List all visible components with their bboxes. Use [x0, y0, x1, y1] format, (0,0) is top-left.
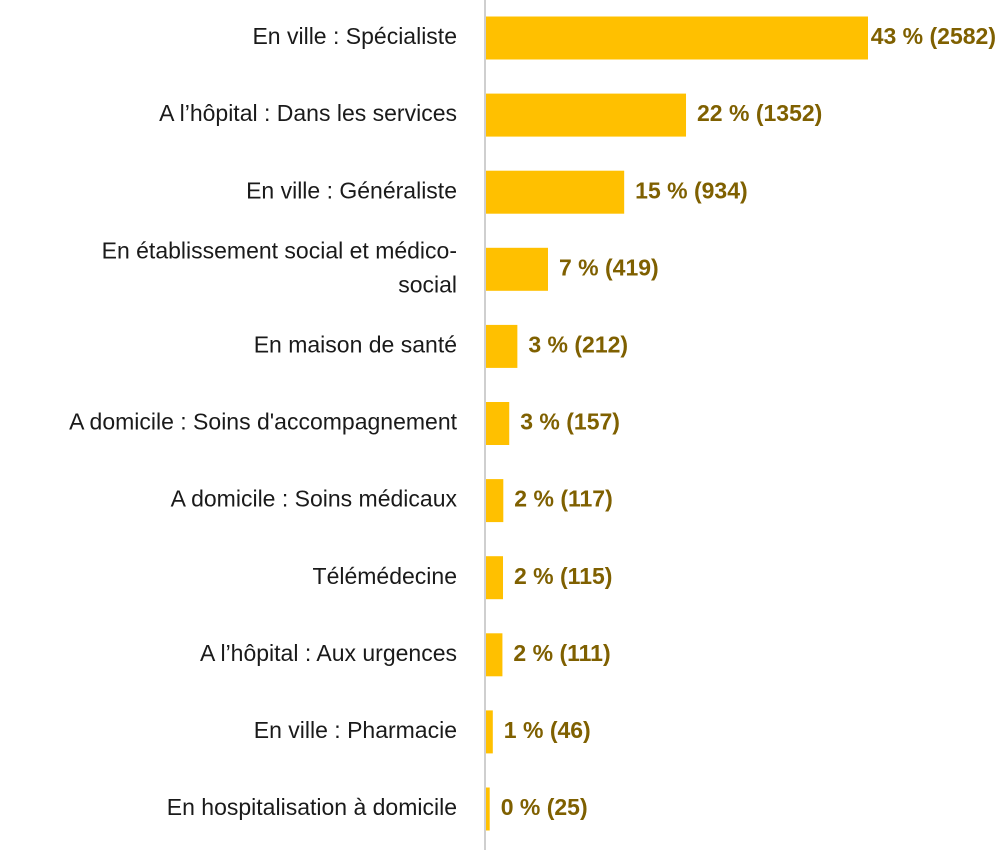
category-label: En établissement social et médico-social	[102, 237, 457, 297]
category-label-line: En maison de santé	[254, 331, 457, 357]
category-label: A domicile : Soins médicaux	[171, 486, 458, 512]
bar-7	[486, 479, 504, 523]
category-label: Télémédecine	[313, 563, 457, 589]
data-label: 15 % (934)	[635, 177, 748, 203]
category-label-line: A l’hôpital : Aux urgences	[200, 640, 457, 666]
data-label: 2 % (111)	[513, 640, 610, 666]
bar-5	[486, 324, 518, 368]
category-label-line: A domicile : Soins médicaux	[171, 486, 458, 512]
data-label: 1 % (46)	[504, 717, 591, 743]
data-label: 0 % (25)	[501, 794, 588, 820]
category-label: En ville : Généraliste	[246, 177, 457, 203]
category-label: A l’hôpital : Aux urgences	[200, 640, 457, 666]
bar-3	[486, 170, 625, 214]
data-label: 7 % (419)	[559, 254, 659, 280]
category-label-line: social	[398, 271, 457, 297]
bar-8	[486, 556, 504, 600]
category-label: A l’hôpital : Dans les services	[159, 100, 457, 126]
category-label: En ville : Pharmacie	[254, 717, 457, 743]
category-label-line: En ville : Généraliste	[246, 177, 457, 203]
data-label: 22 % (1352)	[697, 100, 822, 126]
data-label: 3 % (212)	[528, 331, 628, 357]
data-label: 43 % (2582)	[871, 23, 996, 49]
bar-11	[486, 787, 490, 831]
category-label-line: En ville : Spécialiste	[252, 23, 457, 49]
category-label: En maison de santé	[254, 331, 457, 357]
data-label: 3 % (157)	[520, 409, 620, 435]
category-label-line: En établissement social et médico-	[102, 237, 457, 263]
category-label: En hospitalisation à domicile	[167, 794, 457, 820]
bar-9	[486, 633, 503, 677]
category-label-line: En ville : Pharmacie	[254, 717, 457, 743]
category-label-line: A l’hôpital : Dans les services	[159, 100, 457, 126]
bars	[486, 16, 868, 831]
data-labels: 43 % (2582) 22 % (1352) 15 % (934) 7 % (419…	[501, 23, 996, 820]
data-label: 2 % (115)	[514, 563, 612, 589]
category-labels: En ville : Spécialiste A l’hôpital : Dans…	[69, 23, 458, 820]
category-label: A domicile : Soins d'accompagnement	[69, 409, 458, 435]
bar-10	[486, 710, 493, 754]
category-label-line: En hospitalisation à domicile	[167, 794, 457, 820]
bar-4	[486, 247, 548, 291]
bar-2	[486, 93, 687, 137]
bar-6	[486, 402, 510, 445]
data-label: 2 % (117)	[514, 486, 612, 512]
category-label: En ville : Spécialiste	[252, 23, 457, 49]
bar-1	[486, 16, 868, 60]
category-label-line: A domicile : Soins d'accompagnement	[69, 409, 458, 435]
category-label-line: Télémédecine	[313, 563, 457, 589]
